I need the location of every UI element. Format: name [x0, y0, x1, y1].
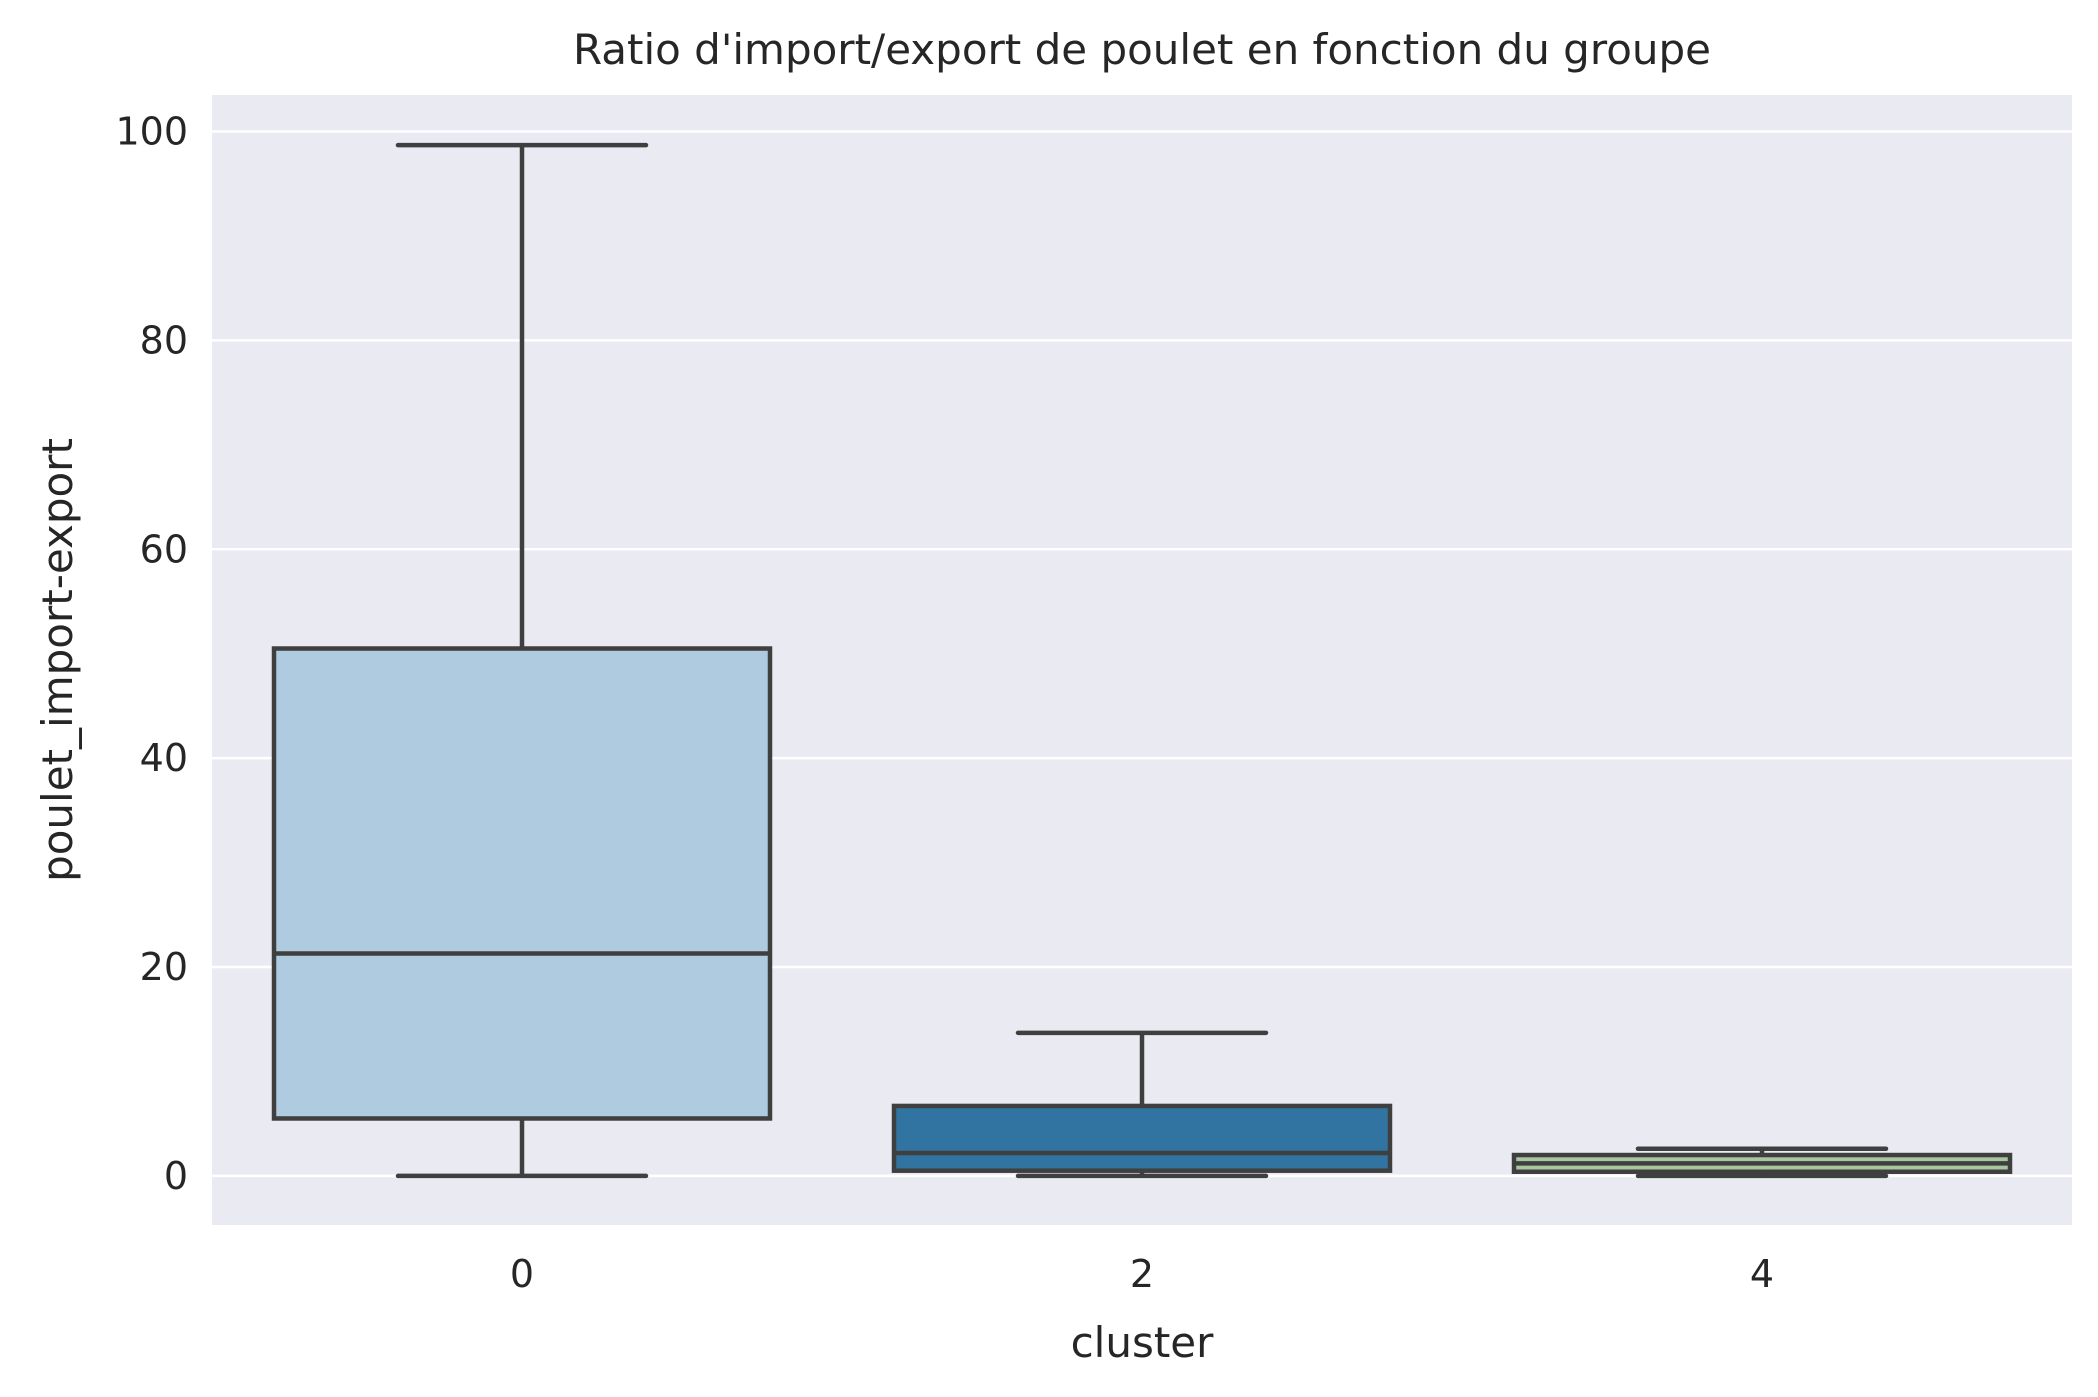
y-axis-label: poulet_import-export — [33, 438, 82, 882]
y-tick-label: 60 — [140, 527, 188, 571]
x-axis-label: cluster — [1071, 1318, 1215, 1367]
y-tick-label: 80 — [140, 318, 188, 362]
box-4 — [1511, 1146, 2013, 1179]
iqr-box — [891, 1103, 1393, 1173]
chart-title: Ratio d'import/export de poulet en fonct… — [573, 25, 1711, 74]
y-tick-label: 40 — [140, 736, 188, 780]
y-tick-label: 0 — [164, 1154, 188, 1198]
x-tick-label: 4 — [1750, 1252, 1774, 1296]
y-tick-label: 100 — [115, 110, 188, 154]
box-2 — [891, 1030, 1393, 1179]
y-axis: 0 20 40 60 80 100 — [115, 110, 188, 1198]
box-series — [271, 142, 2013, 1179]
box-0 — [271, 142, 773, 1179]
x-axis: 0 2 4 — [510, 1252, 1774, 1296]
x-tick-label: 0 — [510, 1252, 534, 1296]
iqr-box — [271, 646, 773, 1121]
y-tick-label: 20 — [140, 945, 188, 989]
x-tick-label: 2 — [1130, 1252, 1154, 1296]
